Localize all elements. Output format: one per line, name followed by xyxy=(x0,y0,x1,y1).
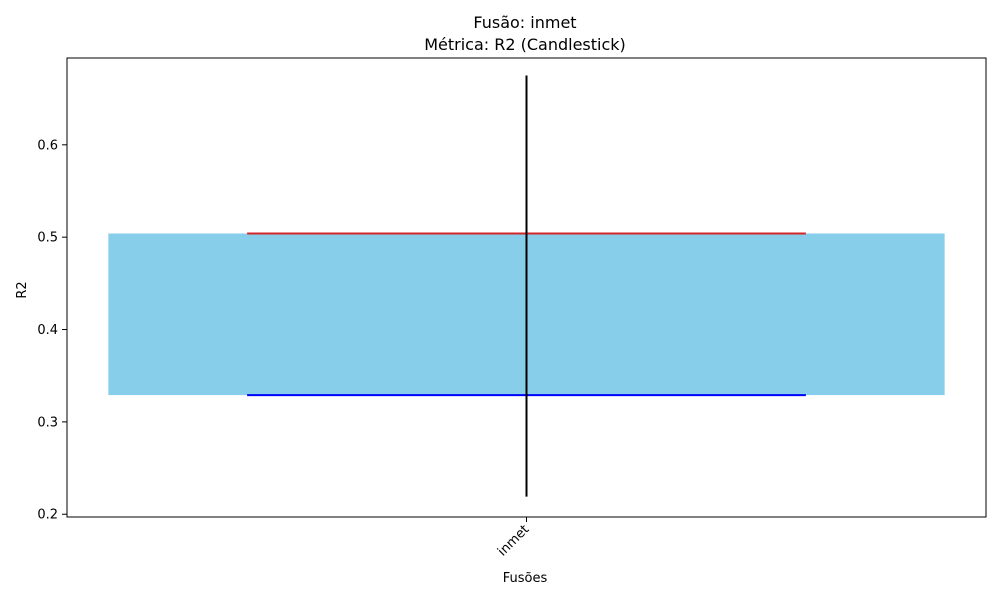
y-axis-label: R2 xyxy=(15,281,30,298)
y-tick-label: 0.2 xyxy=(37,508,58,523)
y-tick-label: 0.3 xyxy=(37,415,58,430)
y-tick-label: 0.4 xyxy=(37,323,58,338)
plot-area xyxy=(108,75,945,497)
y-tick-label: 0.6 xyxy=(37,138,58,153)
y-tick-label: 0.5 xyxy=(37,231,58,246)
x-tick-label: inmet xyxy=(495,522,532,559)
y-axis: 0.2 0.3 0.4 0.5 0.6 xyxy=(37,138,67,523)
x-axis: inmet xyxy=(495,517,532,559)
x-axis-label: Fusões xyxy=(503,571,548,586)
chart-subtitle: Métrica: R2 (Candlestick) xyxy=(424,35,626,54)
chart-title: Fusão: inmet xyxy=(473,13,576,32)
